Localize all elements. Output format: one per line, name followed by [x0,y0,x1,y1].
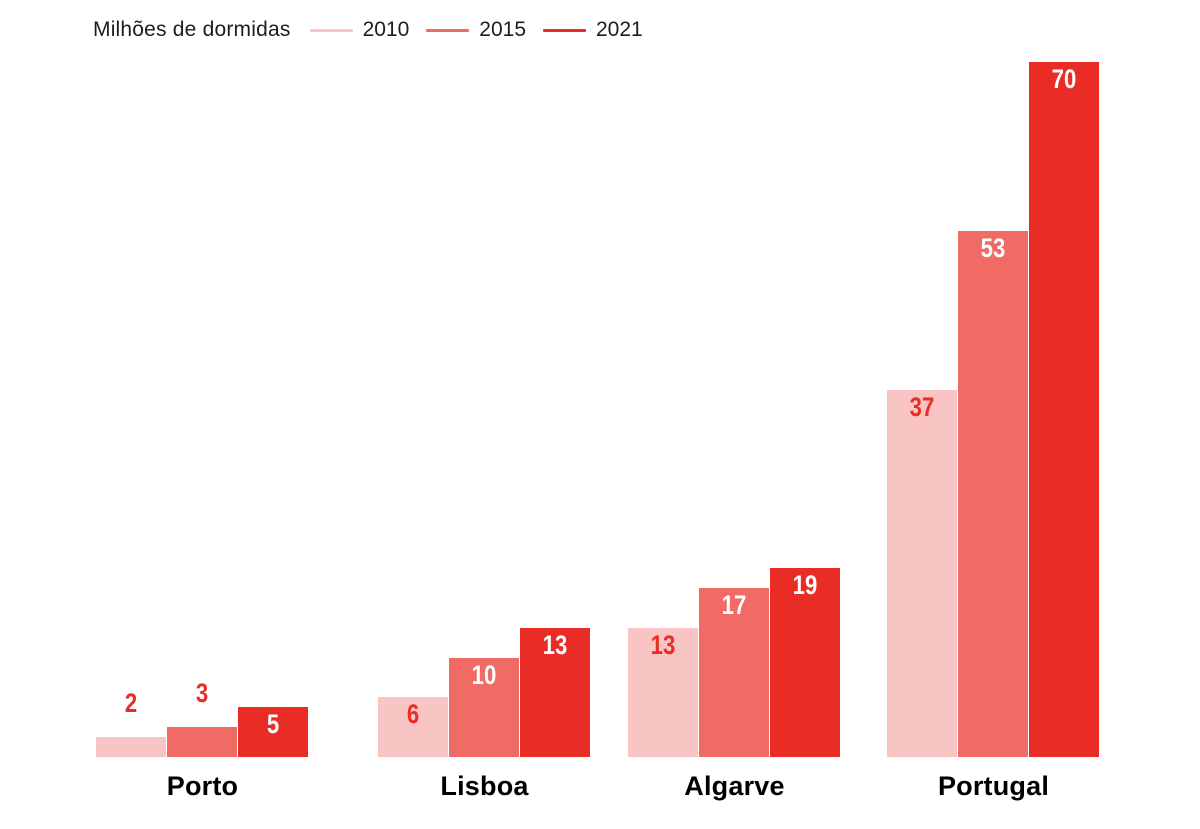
bar-porto-2015 [167,727,237,757]
bar-algarve-2010 [628,628,698,757]
legend-item-2010: 2010 [309,18,410,42]
category-label-porto: Porto [166,771,239,801]
bar-algarve-2015 [699,588,769,757]
bar-porto-2021 [238,707,308,757]
bar-value-label-porto-2015: 3 [195,678,209,708]
bar-algarve-2021 [770,568,840,757]
bar-lisboa-2010 [378,697,448,757]
bar-portugal-2010 [887,390,957,757]
bar-porto-2010 [96,737,166,757]
legend-line-swatch-2021 [543,28,586,32]
chart-title: Milhões de dormidas [93,18,291,41]
legend-item-2021: 2021 [543,18,643,42]
bar-value-label-porto-2010: 2 [124,688,138,718]
legend-label-2010: 2010 [362,18,410,41]
category-label-portugal: Portugal [937,771,1050,801]
legend-label-2015: 2015 [479,18,526,41]
legend-line-swatch-2015 [426,28,470,32]
legend: Milhões de dormidas 2010 2015 2021 [93,16,643,44]
legend-item-2015: 2015 [426,18,526,42]
bar-lisboa-2021 [520,628,590,757]
category-label-lisboa: Lisboa [440,771,529,801]
bar-portugal-2015 [958,231,1028,757]
legend-line-swatch-2010 [309,28,353,32]
legend-label-2021: 2021 [596,18,643,41]
category-label-algarve: Algarve [684,771,785,801]
bar-lisboa-2015 [449,658,519,757]
bar-portugal-2021 [1029,62,1099,757]
